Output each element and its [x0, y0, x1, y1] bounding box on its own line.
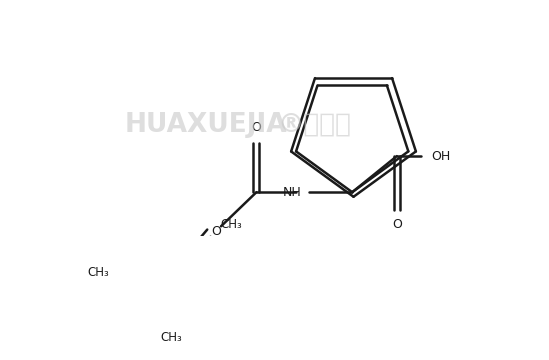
Text: NH: NH: [282, 186, 301, 199]
Text: O: O: [251, 121, 261, 134]
Text: O: O: [211, 225, 221, 238]
Text: O: O: [392, 219, 402, 231]
Text: ®科学加: ®科学加: [277, 112, 351, 138]
Text: HUAXUEJIA: HUAXUEJIA: [125, 112, 287, 138]
Text: CH₃: CH₃: [160, 330, 182, 343]
Text: OH: OH: [431, 150, 450, 163]
Text: CH₃: CH₃: [88, 266, 109, 279]
Text: CH₃: CH₃: [220, 218, 242, 231]
